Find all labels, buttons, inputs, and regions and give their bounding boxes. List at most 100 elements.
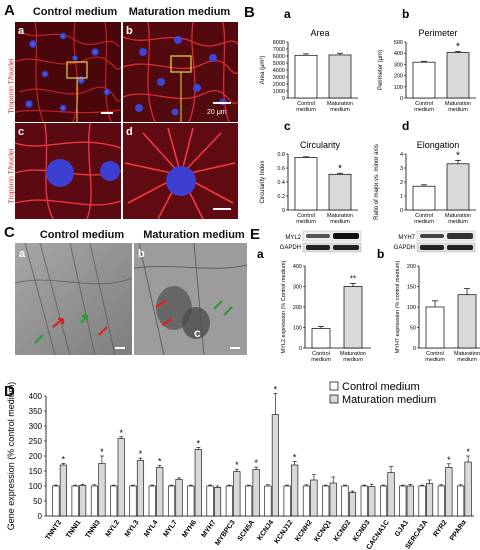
chart-eb-tick-label: 0 bbox=[413, 346, 416, 352]
chart-d-bar bbox=[148, 485, 156, 517]
chart-d-ylabel: Gene expression (% control medium) bbox=[6, 382, 16, 531]
chart-d-bar bbox=[291, 464, 299, 517]
sublabel-b: b bbox=[126, 25, 133, 37]
chart-ba-xlabel: Control bbox=[297, 101, 315, 107]
chart-d-bar bbox=[206, 485, 214, 517]
chart-d-category-label: TNNI1 bbox=[65, 519, 82, 540]
chart-bd: d Elongation 0 1 2 3 4 Ratio of major vs. minor… bbox=[374, 119, 476, 225]
chart-ea-xlabel: Control bbox=[312, 351, 330, 357]
chart-bc: c Circularity 0 0.2 0.4 0.6 0.8 Circularity Ind… bbox=[260, 119, 358, 225]
chart-bc-ylabel: Circularity Index bbox=[260, 160, 266, 203]
blot-ea-gapdh-band bbox=[333, 245, 359, 250]
chart-d-bar bbox=[225, 485, 233, 517]
blot-ea-gapdh-band bbox=[306, 245, 330, 250]
chart-eb-tick-label: 50 bbox=[410, 326, 416, 332]
chart-ba-xlabel: medium bbox=[330, 107, 350, 113]
chart-d-bar bbox=[310, 479, 318, 517]
blot-ea-gapdh-box bbox=[302, 242, 362, 253]
chart-ba-ylabel: Area (μm²) bbox=[260, 56, 266, 85]
chart-bd-bar bbox=[412, 185, 436, 211]
chart-eb-xlabel: medium bbox=[425, 357, 445, 363]
blot-eb-gapdh-band bbox=[447, 245, 473, 250]
chart-d-bar bbox=[418, 485, 426, 517]
chart-d-category-label: KCND3 bbox=[352, 519, 372, 543]
chart-d-category-label: TNNT2 bbox=[45, 519, 64, 542]
chart-bd-tick-label: 0 bbox=[400, 208, 403, 214]
chart-bc-tick-label: 0 bbox=[282, 208, 285, 214]
em-image-b-maturation: c b bbox=[134, 243, 247, 355]
chart-d-bar bbox=[322, 485, 330, 517]
chart-bd-sig: * bbox=[456, 150, 460, 161]
chart-d-bar bbox=[348, 492, 357, 517]
chart-ea-ylabel: MYL2 expression (% Control medium) bbox=[281, 260, 287, 353]
chart-d-category-label: MYH6 bbox=[181, 519, 198, 539]
chart-ea-tick-label: 400 bbox=[293, 264, 302, 270]
chart-bb-xlabel: medium bbox=[414, 107, 434, 113]
chart-d-bar bbox=[110, 485, 118, 517]
chart-bd-tick-label: 3 bbox=[400, 166, 403, 172]
blot-ea: a MYL2 GAPDH 0 100 200 300 400 MYL2 expression (… bbox=[257, 230, 371, 363]
micrograph-c-image: c bbox=[15, 123, 121, 219]
chart-bc-xlabel: medium bbox=[330, 219, 350, 225]
chart-d-category-label: PPARα bbox=[449, 519, 468, 543]
chart-ba-sublabel: a bbox=[284, 7, 291, 21]
chart-bc-xlabel: medium bbox=[296, 219, 316, 225]
chart-bd-title: Elongation bbox=[417, 140, 460, 150]
chart-ba-xlabel: Maturation bbox=[327, 101, 353, 107]
chart-d-category-label: KCND2 bbox=[333, 519, 353, 543]
chart-ba-tick-label: 0 bbox=[282, 96, 285, 102]
chart-d-bar bbox=[187, 485, 195, 517]
chart-ba-bar bbox=[294, 54, 318, 99]
chart-bc-tick-label: 0.2 bbox=[277, 194, 285, 200]
blot-eb-sublabel: b bbox=[377, 247, 384, 261]
em-sublabel-b: b bbox=[138, 248, 145, 260]
chart-bb-tick-label: 0 bbox=[400, 96, 403, 102]
em-inset-label: c bbox=[194, 326, 201, 340]
panel-c-letter: C bbox=[4, 224, 15, 241]
chart-d-bar bbox=[79, 485, 87, 517]
chart-d-tick-label: 50 bbox=[33, 497, 42, 506]
chart-bc-tick-label: 0.6 bbox=[277, 166, 285, 172]
chart-d-category-label: TNNI3 bbox=[84, 519, 101, 540]
blot-eb: b MYH7 GAPDH 0 50 100 150 200 MYH7 expression (%… bbox=[377, 230, 480, 363]
sublabel-c: c bbox=[18, 126, 24, 138]
chart-d-bar bbox=[71, 485, 79, 517]
chart-d-category-label: KCNJ12 bbox=[273, 519, 294, 545]
chart-d-bar bbox=[271, 414, 279, 517]
chart-d-bar bbox=[406, 485, 414, 517]
chart-d-tick-label: 400 bbox=[29, 392, 43, 401]
chart-d-bar bbox=[368, 486, 376, 517]
chart-bb-bar bbox=[446, 52, 470, 99]
chart-ba-tick-label: 6000 bbox=[273, 54, 285, 60]
chart-eb-xlabel: medium bbox=[457, 357, 477, 363]
panel-c-header-control: Control medium bbox=[39, 229, 125, 241]
chart-ba-tick-label: 4000 bbox=[273, 68, 285, 74]
chart-eb-xlabel: Control bbox=[426, 351, 444, 357]
blot-ea-protein-band bbox=[306, 234, 330, 238]
chart-d-bar bbox=[379, 485, 388, 517]
chart-ea-sig: ** bbox=[350, 274, 356, 283]
chart-ea-bar bbox=[343, 286, 363, 349]
chart-d-sig: * bbox=[254, 458, 258, 468]
chart-d-bar bbox=[252, 469, 260, 517]
panel-e-charts: a MYL2 GAPDH 0 100 200 300 400 MYL2 expression (… bbox=[257, 230, 480, 363]
blot-ea-sublabel: a bbox=[257, 247, 264, 261]
chart-d-category-label: MYBPC3 bbox=[214, 519, 237, 547]
chart-d-bar bbox=[302, 485, 310, 517]
micrograph-b-image: 20 μm b bbox=[123, 22, 238, 122]
chart-eb-xlabel: Maturation bbox=[454, 351, 480, 357]
em-sublabel-a: a bbox=[19, 248, 26, 260]
chart-ba-title: Area bbox=[310, 28, 329, 38]
chart-bd-xlabel: medium bbox=[414, 219, 434, 225]
blot-ea-protein-band-box bbox=[302, 230, 362, 242]
chart-d-bar bbox=[464, 461, 472, 517]
blot-eb-protein-label: MYH7 bbox=[398, 235, 415, 241]
chart-bb-ylabel: Perimeter (μm) bbox=[378, 50, 384, 90]
chart-bb-tick-label: 400 bbox=[394, 51, 403, 57]
chart-d-bar bbox=[90, 485, 98, 517]
panel-b-charts: aArea010002000300040005000600070008000Ar… bbox=[260, 7, 476, 225]
panel-a-header-maturation: Maturation medium bbox=[128, 6, 231, 18]
chart-d-tick-label: 300 bbox=[29, 422, 43, 431]
chart-d-category-label: MYH7 bbox=[201, 519, 218, 539]
chart-ba-tick-label: 1000 bbox=[273, 89, 285, 95]
